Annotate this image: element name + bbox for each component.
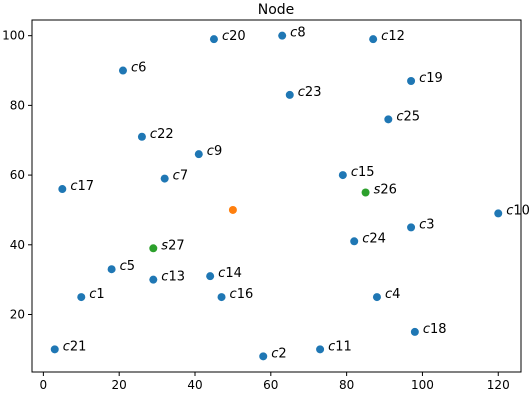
- x-tick-label: 100: [411, 378, 434, 392]
- data-point: [372, 293, 381, 302]
- point-label: c25: [396, 109, 420, 124]
- data-point: [118, 66, 127, 75]
- data-point: [209, 35, 218, 44]
- point-label: c4: [385, 287, 400, 302]
- data-point: [107, 265, 116, 274]
- x-tick-label: 20: [112, 378, 127, 392]
- y-tick-label: 60: [10, 168, 25, 182]
- data-point: [369, 35, 378, 44]
- data-point: [194, 150, 203, 159]
- point-label: c12: [381, 29, 405, 44]
- point-label: c24: [362, 231, 386, 246]
- data-point: [58, 185, 67, 194]
- data-point: [149, 275, 158, 284]
- point-label: c2: [271, 346, 286, 361]
- y-tick-label: 40: [10, 238, 25, 252]
- data-points: c1 c2 c3 c4 c5 c6 c7 c8 c9 c10 c11 c12 c13 c14 c15 c16 c…: [50, 26, 530, 361]
- x-tick-label: 60: [263, 378, 278, 392]
- point-label: s27: [161, 238, 184, 253]
- point-label: c14: [218, 266, 242, 281]
- data-point: [228, 205, 237, 214]
- plot-border: [31, 19, 522, 373]
- point-label: c21: [63, 339, 87, 354]
- point-label: c19: [419, 71, 443, 86]
- data-point: [361, 188, 370, 197]
- data-point: [160, 174, 169, 183]
- point-label: c7: [173, 169, 188, 184]
- y-tick-label: 80: [10, 98, 25, 112]
- y-tick-label: 20: [10, 307, 25, 321]
- data-point: [259, 352, 268, 361]
- data-point: [50, 345, 59, 354]
- point-label: c13: [161, 270, 185, 285]
- data-point: [278, 31, 287, 40]
- point-label: c18: [423, 322, 447, 337]
- data-point: [407, 223, 416, 232]
- x-tick-label: 40: [187, 378, 202, 392]
- point-label: c5: [120, 259, 135, 274]
- data-point: [149, 244, 158, 253]
- point-label: c9: [207, 144, 222, 159]
- data-point: [350, 237, 359, 246]
- data-point: [407, 76, 416, 85]
- axis-ticks: 0 20 40 60 80 100 120 20 40 60 80 100: [2, 29, 510, 392]
- data-point: [410, 327, 419, 336]
- x-tick-label: 120: [487, 378, 510, 392]
- point-label: s26: [374, 183, 397, 198]
- point-label: c15: [351, 165, 375, 180]
- data-point: [77, 293, 86, 302]
- point-label: c22: [150, 127, 174, 142]
- point-label: c11: [328, 339, 352, 354]
- point-label: c1: [89, 287, 104, 302]
- point-label: c16: [230, 287, 254, 302]
- point-label: c6: [131, 61, 146, 76]
- data-point: [285, 90, 294, 99]
- point-label: c8: [290, 26, 305, 41]
- point-label: c20: [222, 29, 246, 44]
- point-label: c17: [70, 179, 94, 194]
- x-tick-label: 80: [339, 378, 354, 392]
- plot-frame: [31, 19, 522, 373]
- data-point: [338, 171, 347, 180]
- data-point: [316, 345, 325, 354]
- chart-title: Node: [258, 2, 295, 18]
- x-tick-label: 0: [40, 378, 48, 392]
- data-point: [494, 209, 503, 218]
- data-point: [206, 272, 215, 281]
- point-label: c3: [419, 217, 434, 232]
- data-point: [384, 115, 393, 124]
- point-label: c10: [506, 203, 530, 218]
- point-label: c23: [298, 85, 322, 100]
- data-point: [137, 132, 146, 141]
- y-tick-label: 100: [2, 29, 25, 43]
- data-point: [217, 293, 226, 302]
